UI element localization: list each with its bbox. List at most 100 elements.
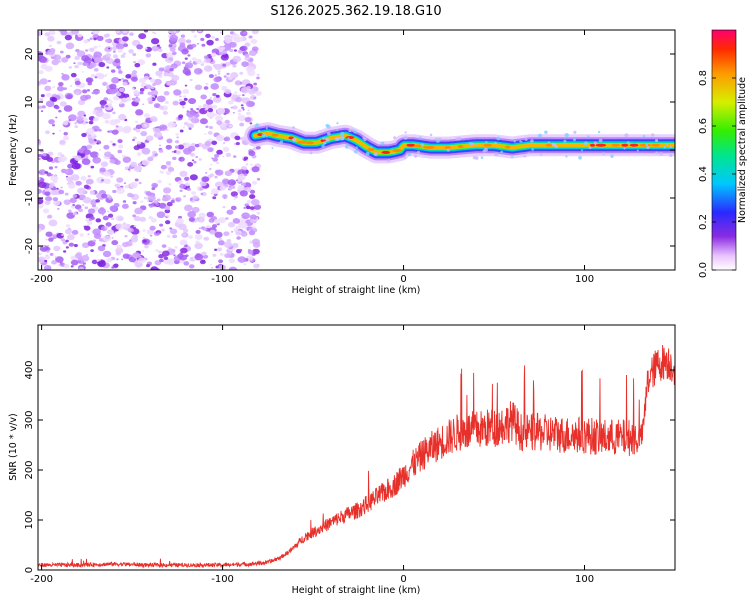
noise-speck	[204, 140, 212, 147]
noise-speck	[38, 228, 42, 233]
noise-speck	[116, 258, 119, 261]
noise-speck	[208, 167, 212, 170]
noise-speck	[152, 31, 155, 34]
noise-speck	[74, 91, 80, 96]
noise-speck	[115, 223, 124, 230]
noise-speck	[116, 244, 122, 249]
noise-speck	[201, 251, 207, 256]
ridge-speck	[598, 138, 603, 143]
noise-speck	[70, 205, 76, 209]
colorbar-tick-label: 0.2	[698, 214, 709, 230]
noise-speck	[202, 227, 208, 231]
noise-speck	[214, 175, 218, 179]
noise-speck	[230, 191, 238, 197]
noise-speck	[39, 78, 48, 85]
noise-speck	[98, 45, 101, 48]
noise-speck	[149, 234, 153, 237]
noise-speck	[153, 78, 162, 86]
noise-speck	[108, 87, 117, 95]
noise-speck	[249, 189, 256, 194]
noise-speck	[112, 189, 117, 194]
noise-speck	[142, 236, 145, 239]
noise-speck	[102, 112, 111, 120]
noise-speck	[68, 183, 76, 189]
noise-speck	[223, 90, 226, 93]
noise-speck	[136, 129, 141, 133]
noise-speck	[44, 200, 51, 206]
noise-speck	[102, 250, 112, 258]
noise-speck	[245, 205, 251, 210]
noise-speck	[82, 196, 92, 204]
noise-speck	[130, 161, 137, 167]
noise-speck	[224, 253, 231, 259]
noise-speck	[177, 180, 183, 185]
noise-speck	[65, 228, 73, 235]
ridge-speck	[446, 148, 450, 152]
noise-speck	[217, 70, 221, 73]
noise-speck	[188, 97, 197, 105]
noise-speck	[123, 182, 127, 185]
noise-speck	[238, 112, 241, 116]
noise-speck	[205, 99, 214, 105]
ridge-speck	[370, 146, 373, 149]
y-tick-label: 400	[24, 360, 35, 379]
noise-speck	[130, 194, 135, 198]
noise-speck	[75, 180, 82, 186]
ridge-speck	[265, 135, 268, 138]
noise-speck	[47, 214, 53, 219]
noise-speck	[80, 255, 90, 262]
noise-speck	[82, 61, 88, 67]
noise-speck	[90, 200, 97, 206]
noise-speck	[46, 157, 54, 163]
ridge-speck	[537, 133, 543, 138]
ridge-peak	[305, 141, 314, 145]
ridge-speck	[393, 136, 397, 140]
noise-speck	[235, 179, 239, 182]
noise-speck	[48, 30, 56, 36]
noise-speck	[118, 78, 122, 81]
noise-speck	[249, 206, 255, 210]
noise-speck	[174, 140, 180, 144]
noise-speck	[90, 73, 96, 78]
noise-speck	[168, 57, 174, 61]
noise-speck	[97, 73, 105, 79]
colorbar-tick-label: 0.6	[698, 118, 709, 134]
noise-speck	[50, 175, 59, 182]
noise-speck	[38, 256, 46, 263]
noise-speck	[191, 30, 195, 33]
noise-speck	[216, 107, 226, 115]
noise-speck	[90, 133, 97, 139]
noise-speck	[121, 258, 124, 261]
noise-speck	[99, 99, 107, 106]
noise-speck	[45, 100, 55, 108]
noise-speck	[253, 204, 262, 210]
noise-speck	[133, 145, 141, 151]
noise-speck	[58, 189, 65, 195]
ridge-speck	[655, 139, 658, 142]
noise-speck	[40, 94, 45, 98]
ridge-speck	[322, 141, 327, 145]
noise-speck	[42, 153, 47, 157]
noise-speck	[156, 211, 166, 219]
noise-speck	[189, 152, 195, 157]
noise-speck	[219, 185, 226, 191]
noise-speck	[48, 166, 54, 170]
noise-speck	[178, 114, 184, 119]
noise-speck	[104, 38, 110, 43]
noise-speck	[44, 259, 48, 263]
noise-speck	[243, 206, 246, 209]
noise-speck	[151, 150, 157, 155]
noise-speck	[70, 72, 77, 78]
noise-speck	[206, 39, 214, 46]
noise-speck	[187, 54, 191, 57]
noise-speck	[179, 42, 186, 48]
noise-speck	[87, 208, 96, 214]
noise-speck	[63, 199, 71, 205]
noise-speck	[149, 78, 156, 83]
ridge-speck	[655, 151, 659, 155]
x-tick-label: 0	[400, 274, 406, 285]
noise-speck	[222, 178, 230, 185]
noise-speck	[228, 258, 235, 264]
noise-speck	[78, 266, 85, 270]
noise-speck	[62, 121, 69, 126]
